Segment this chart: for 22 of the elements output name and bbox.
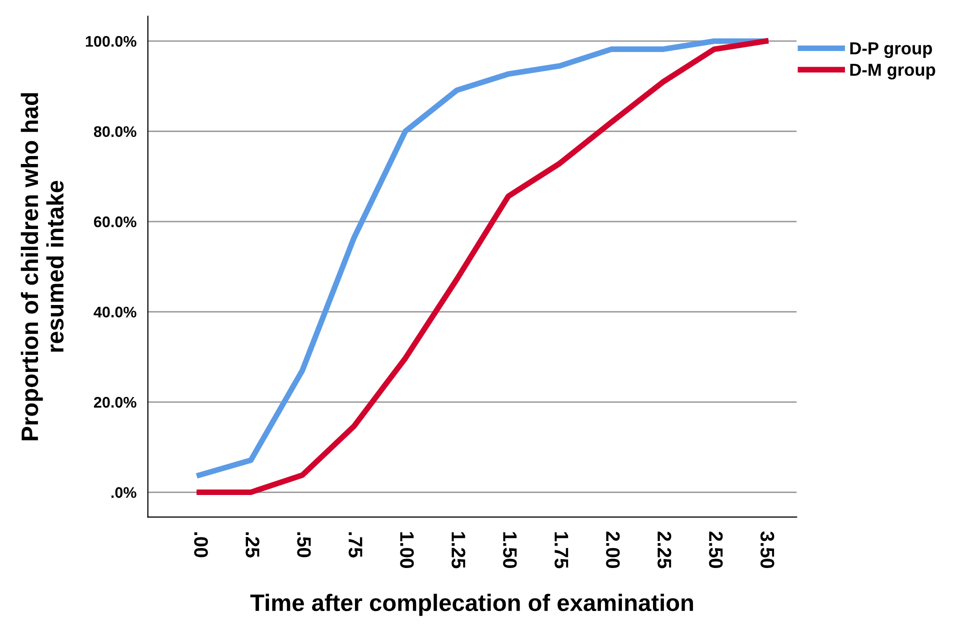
y-tick-label: 40.0%: [94, 306, 136, 318]
y-axis-title: Proportion of children who had resumed intake: [20, 93, 64, 440]
x-tick-label: 2.50: [708, 532, 723, 568]
legend-label: D-M group: [850, 64, 936, 80]
y-tick-label: 20.0%: [94, 396, 136, 408]
x-tick-label: 1.25: [452, 532, 466, 568]
x-tick-label: .00: [194, 532, 208, 558]
y-tick-label: 80.0%: [94, 126, 136, 138]
x-tick-label: .25: [246, 532, 260, 558]
x-axis-title: Time after complecation of examination: [250, 594, 693, 616]
x-tick-label: 2.00: [606, 532, 620, 568]
y-tick-label: 60.0%: [94, 216, 136, 228]
y-tick-label: .0%: [111, 487, 136, 498]
x-tick-label: 2.25: [658, 532, 672, 568]
x-tick-label: .75: [348, 532, 362, 558]
x-tick-label: 3.50: [760, 531, 774, 568]
legend-label: D-P group: [850, 42, 932, 58]
x-tick-label: 1.50: [503, 532, 517, 568]
x-tick-label: .50: [297, 532, 311, 558]
x-tick-label: 1.75: [554, 532, 568, 568]
x-tick-label: 1.00: [400, 532, 414, 568]
y-tick-label: 100.0%: [86, 36, 136, 47]
